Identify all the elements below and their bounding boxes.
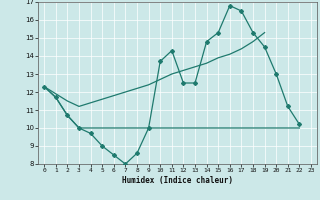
X-axis label: Humidex (Indice chaleur): Humidex (Indice chaleur) xyxy=(122,176,233,185)
